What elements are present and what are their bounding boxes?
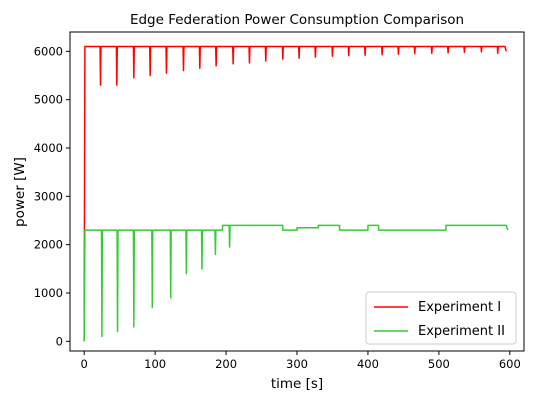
x-tick-label: 200 xyxy=(215,357,237,371)
x-axis: 0 100 200 300 400 500 600 xyxy=(81,351,521,371)
x-axis-label: time [s] xyxy=(271,376,323,392)
legend: Experiment I Experiment II xyxy=(365,291,517,345)
y-tick-label: 5000 xyxy=(34,93,63,107)
series-line-experiment-ii xyxy=(83,224,509,342)
y-tick-label: 1000 xyxy=(34,286,63,300)
x-tick-label: 500 xyxy=(428,357,450,371)
chart-title: Edge Federation Power Consumption Compar… xyxy=(130,12,464,28)
y-tick-label: 6000 xyxy=(34,44,63,58)
y-axis-label: power [W] xyxy=(12,157,28,227)
y-axis: 0 1000 2000 3000 4000 5000 6000 xyxy=(34,44,70,348)
legend-label-experiment-ii: Experiment II xyxy=(418,324,505,339)
series-layer xyxy=(83,45,509,342)
x-tick-label: 400 xyxy=(357,357,379,371)
y-tick-label: 0 xyxy=(56,334,63,348)
x-tick-label: 300 xyxy=(286,357,308,371)
series-line-experiment-i xyxy=(83,45,507,342)
x-tick-label: 0 xyxy=(81,357,88,371)
x-tick-label: 100 xyxy=(144,357,166,371)
legend-label-experiment-i: Experiment I xyxy=(418,300,501,315)
y-tick-label: 4000 xyxy=(34,141,63,155)
x-tick-label: 600 xyxy=(499,357,521,371)
y-tick-label: 2000 xyxy=(34,238,63,252)
y-tick-label: 3000 xyxy=(34,189,63,203)
